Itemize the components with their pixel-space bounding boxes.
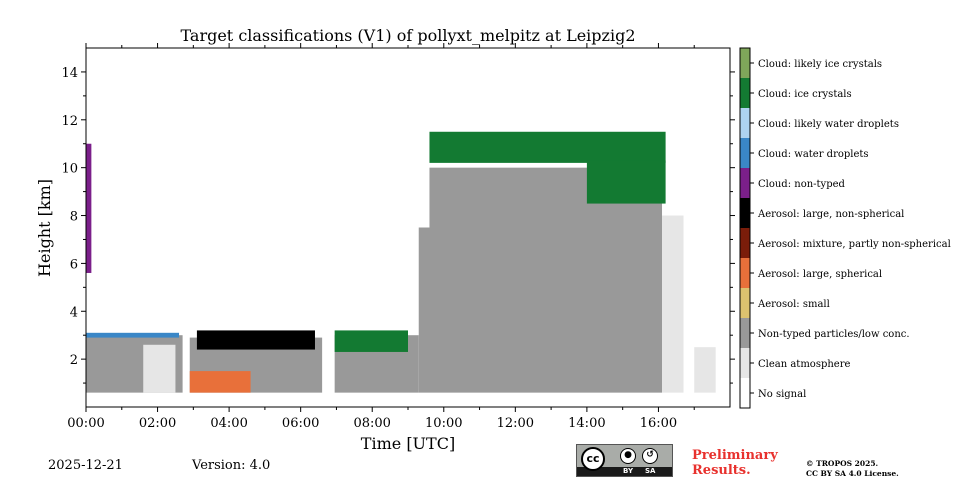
y-tick-label: 8 — [70, 210, 78, 225]
legend-swatch — [740, 378, 750, 408]
region-11 — [190, 371, 251, 393]
legend-swatch — [740, 168, 750, 198]
legend-label: Cloud: likely ice crystals — [758, 59, 882, 70]
legend-label: Non-typed particles/low conc. — [758, 329, 910, 340]
legend-swatch — [740, 258, 750, 288]
legend-swatch — [740, 228, 750, 258]
share-alike-icon: ↺ — [642, 448, 658, 464]
region-6 — [662, 216, 683, 393]
region-12 — [86, 333, 179, 338]
y-tick-label: 12 — [61, 114, 78, 129]
x-tick-label: 06:00 — [282, 416, 319, 431]
y-tick-label: 6 — [70, 257, 78, 272]
region-13 — [335, 330, 408, 352]
x-tick-label: 16:00 — [640, 416, 677, 431]
legend-colorbar: Cloud: likely ice crystals Cloud: ice cry… — [740, 48, 951, 408]
x-tick-label: 10:00 — [425, 416, 462, 431]
y-tick-label: 14 — [61, 66, 78, 81]
region-1 — [143, 345, 175, 393]
y-tick-label: 2 — [70, 353, 78, 368]
legend-swatch — [740, 78, 750, 108]
region-10 — [197, 330, 315, 349]
y-axis-label: Height [km] — [35, 179, 54, 277]
chart-title: Target classifications (V1) of pollyxt_m… — [180, 26, 635, 45]
legend-label: No signal — [758, 389, 806, 400]
x-axis-label: Time [UTC] — [361, 434, 455, 453]
by-person-icon: ● — [620, 448, 636, 464]
x-tick-label: 12:00 — [497, 416, 534, 431]
legend-label: Clean atmosphere — [758, 359, 851, 370]
legend-swatch — [740, 318, 750, 348]
plot-area — [86, 48, 730, 407]
preliminary-line-2: Results. — [692, 463, 778, 478]
chart-figure: Target classifications (V1) of pollyxt_m… — [0, 0, 960, 480]
by-label: BY — [623, 467, 633, 475]
date-label: 2025-12-21 — [48, 458, 123, 473]
region-4 — [419, 228, 662, 393]
legend-label: Cloud: water droplets — [758, 149, 869, 160]
region-9 — [587, 160, 666, 203]
legend-swatch — [740, 138, 750, 168]
x-tick-label: 00:00 — [67, 416, 104, 431]
legend-label: Aerosol: large, non-spherical — [757, 209, 904, 220]
x-tick-label: 14:00 — [568, 416, 605, 431]
x-tick-label: 02:00 — [139, 416, 176, 431]
legend-label: Aerosol: small — [757, 299, 830, 310]
preliminary-line-1: Preliminary — [692, 448, 778, 463]
y-tick-label: 4 — [70, 305, 78, 320]
legend-label: Cloud: non-typed — [758, 179, 846, 190]
cc-icon: cc — [581, 447, 605, 471]
version-label: Version: 4.0 — [192, 458, 270, 473]
legend-swatch — [740, 198, 750, 228]
region-7 — [694, 347, 715, 392]
cc-license-badge: cc ● ↺ BY SA — [576, 444, 673, 477]
copyright-line-1: © TROPOS 2025. — [806, 459, 899, 469]
region-14 — [86, 144, 91, 273]
preliminary-results-note: Preliminary Results. — [692, 448, 778, 478]
legend-swatch — [740, 348, 750, 378]
legend-label: Cloud: ice crystals — [758, 89, 852, 100]
legend-swatch — [740, 48, 750, 78]
copyright-note: © TROPOS 2025. CC BY SA 4.0 License. — [806, 459, 899, 479]
legend-label: Cloud: likely water droplets — [758, 119, 899, 130]
legend-label: Aerosol: large, spherical — [757, 269, 882, 280]
legend-swatch — [740, 288, 750, 318]
legend-label: Aerosol: mixture, partly non-spherical — [757, 239, 951, 250]
x-tick-label: 04:00 — [210, 416, 247, 431]
copyright-line-2: CC BY SA 4.0 License. — [806, 469, 899, 479]
x-tick-label: 08:00 — [353, 416, 390, 431]
legend-swatch — [740, 108, 750, 138]
region-8 — [429, 132, 665, 163]
y-tick-label: 10 — [61, 162, 78, 177]
sa-label: SA — [645, 467, 655, 475]
